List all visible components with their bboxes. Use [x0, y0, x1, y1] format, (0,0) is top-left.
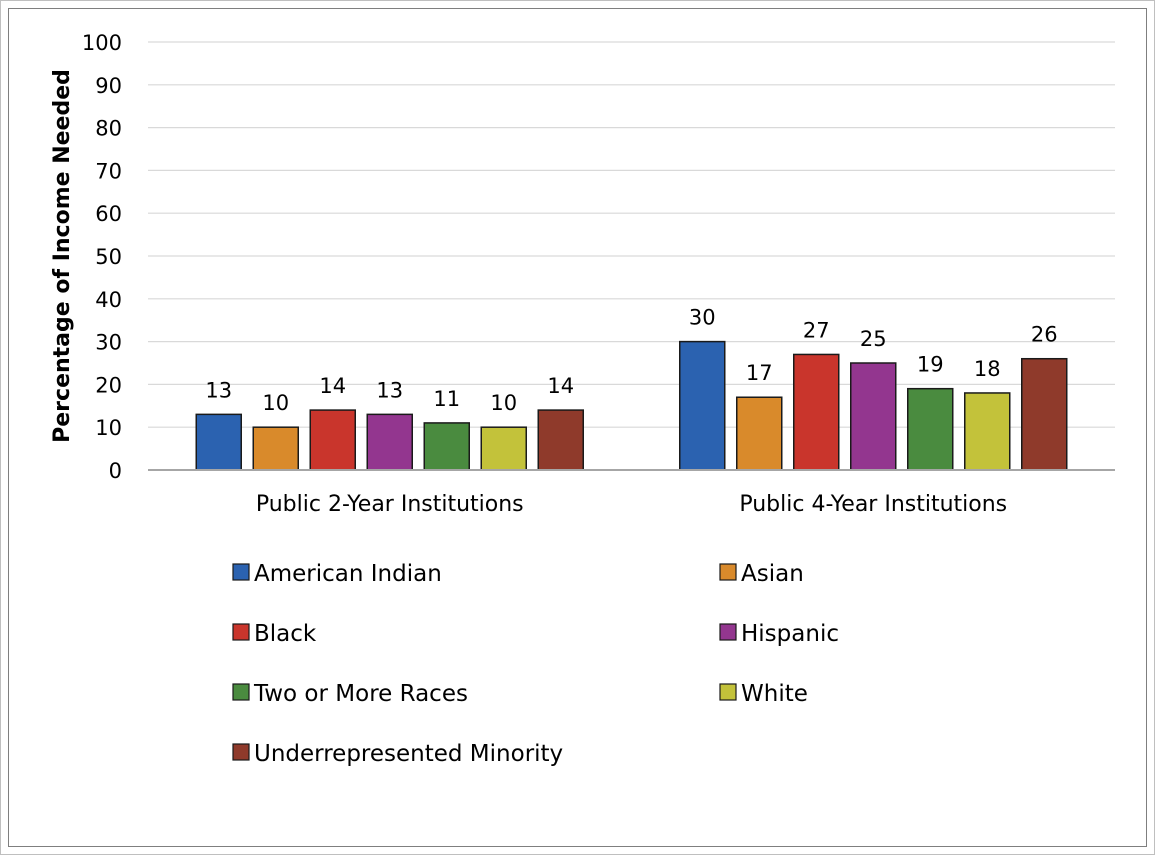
bar: [793, 353, 840, 471]
bar: [423, 422, 470, 471]
bar: [1021, 357, 1068, 471]
category-label: Public 4-Year Institutions: [739, 492, 1007, 517]
legend-label: Hispanic: [741, 621, 839, 647]
bar-value-label: 17: [746, 361, 773, 385]
y-tick-label: 0: [109, 459, 122, 483]
bar-value-label: 26: [1031, 323, 1058, 347]
legend-label: Two or More Races: [253, 681, 468, 707]
legend-swatch: [232, 563, 250, 581]
y-tick-label: 20: [95, 373, 122, 397]
category-label: Public 2-Year Institutions: [256, 492, 524, 517]
data-labels: 13 10 14 13 11 10 14 30 17 27 25 19 18 26: [205, 306, 1057, 416]
legend-swatch: [232, 683, 250, 701]
legend-swatch: [232, 623, 250, 641]
y-tick-label: 30: [95, 331, 122, 355]
bar: [195, 413, 242, 471]
category-labels: Public 2-Year Institutions Public 4-Year …: [256, 492, 1007, 517]
y-tick-label: 90: [95, 74, 122, 98]
legend-swatch: [232, 743, 250, 761]
legend-label: White: [741, 681, 808, 707]
bar-value-label: 19: [917, 353, 944, 377]
y-tick-label: 70: [95, 159, 122, 183]
bar: [252, 426, 299, 471]
gridlines: [148, 41, 1115, 428]
bar-value-label: 14: [319, 374, 346, 398]
y-tick-label: 10: [95, 416, 122, 440]
bar: [850, 362, 897, 471]
legend-swatch: [719, 623, 737, 641]
bar-value-label: 30: [689, 306, 716, 330]
bar-value-label: 13: [376, 378, 403, 402]
bar: [366, 413, 413, 471]
bar-value-label: 11: [433, 387, 460, 411]
bar-value-label: 14: [547, 374, 574, 398]
bar: [907, 387, 954, 471]
y-tick-label: 50: [95, 245, 122, 269]
y-axis-title: Percentage of Income Needed: [50, 69, 75, 443]
bar: [537, 409, 584, 471]
legend: American Indian Asian Black Hispanic Two or …: [232, 561, 839, 767]
bar: [480, 426, 527, 471]
bars: [195, 340, 1068, 471]
bar: [679, 340, 726, 471]
bar-value-label: 27: [803, 318, 830, 342]
bar-value-label: 10: [262, 391, 289, 415]
legend-label: American Indian: [254, 561, 442, 587]
legend-swatch: [719, 563, 737, 581]
y-tick-label: 100: [82, 31, 122, 55]
bar: [964, 392, 1011, 471]
bar-value-label: 25: [860, 327, 887, 351]
bar-value-label: 13: [205, 378, 232, 402]
y-tick-label: 40: [95, 288, 122, 312]
bar: [736, 396, 783, 471]
legend-label: Underrepresented Minority: [254, 741, 563, 767]
y-tick-label: 60: [95, 202, 122, 226]
bar-value-label: 18: [974, 357, 1001, 381]
y-axis-ticks: 0 10 20 30 40 50 60 70 80 90 100: [82, 31, 122, 483]
legend-label: Black: [254, 621, 317, 647]
chart-frame: [8, 8, 1147, 847]
bar: [309, 409, 356, 471]
y-tick-label: 80: [95, 117, 122, 141]
bar-value-label: 10: [490, 391, 517, 415]
legend-swatch: [719, 683, 737, 701]
legend-label: Asian: [741, 561, 804, 587]
